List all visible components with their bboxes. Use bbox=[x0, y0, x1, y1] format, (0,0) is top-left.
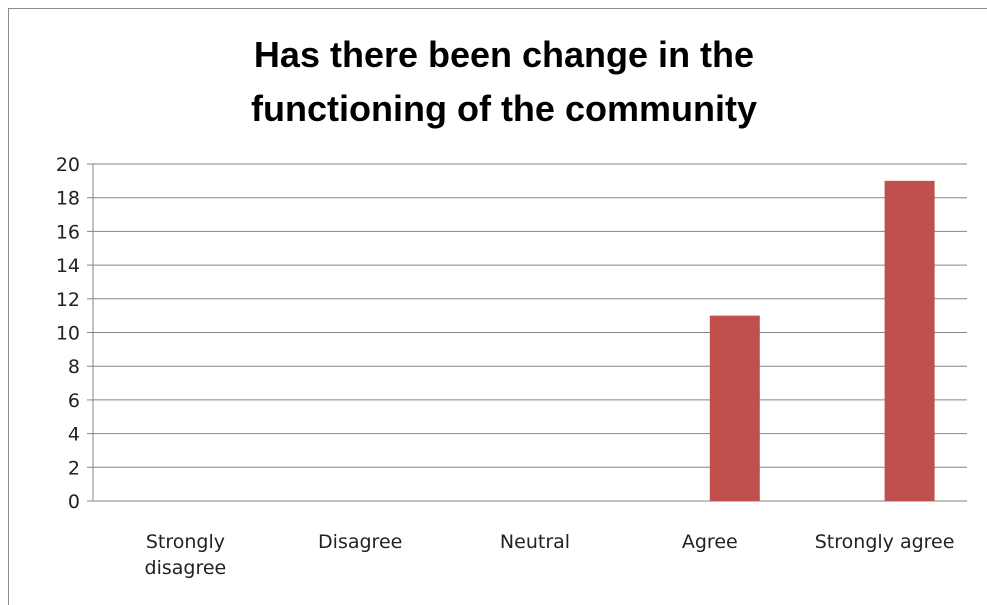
y-tick-label: 16 bbox=[56, 221, 80, 243]
y-tick-label: 0 bbox=[68, 491, 80, 513]
y-tick-label: 20 bbox=[56, 154, 80, 176]
category-label: Strongly disagree bbox=[145, 531, 227, 579]
y-tick-label: 8 bbox=[68, 356, 80, 378]
category-label-line: Neutral bbox=[500, 531, 570, 553]
category-label: Neutral bbox=[500, 531, 570, 553]
axes bbox=[87, 163, 967, 502]
bars bbox=[709, 180, 935, 501]
y-tick-label: 6 bbox=[68, 390, 80, 412]
category-label-line: Strongly agree bbox=[815, 531, 955, 553]
category-label: Strongly agree bbox=[815, 531, 955, 553]
y-tick-labels: 0 2 4 6 8 10 12 14 16 18 20 bbox=[56, 154, 80, 513]
y-tick-label: 18 bbox=[56, 188, 80, 210]
y-tick-label: 4 bbox=[68, 424, 80, 446]
category-label: Disagree bbox=[318, 531, 402, 553]
y-tick-label: 12 bbox=[56, 289, 80, 311]
chart-title: Has there been change in the functioning… bbox=[0, 28, 987, 136]
chart-title-line-2: functioning of the community bbox=[251, 88, 757, 129]
category-label-line: Agree bbox=[682, 531, 738, 553]
category-labels: Strongly disagree Disagree Neutral Agree Stro… bbox=[145, 531, 955, 579]
chart-title-line-1: Has there been change in the bbox=[253, 34, 755, 75]
bar-3 bbox=[709, 315, 760, 501]
category-label-line: disagree bbox=[145, 557, 227, 579]
y-tick-label: 14 bbox=[56, 255, 80, 277]
y-tick-label: 2 bbox=[68, 457, 80, 479]
y-tick-label: 10 bbox=[56, 323, 80, 345]
category-label-line: Strongly bbox=[146, 531, 225, 553]
chart-frame bbox=[8, 8, 987, 605]
category-label: Agree bbox=[682, 531, 738, 553]
category-label-line: Disagree bbox=[318, 531, 402, 553]
gridlines bbox=[93, 163, 967, 468]
bar-4 bbox=[884, 180, 935, 501]
